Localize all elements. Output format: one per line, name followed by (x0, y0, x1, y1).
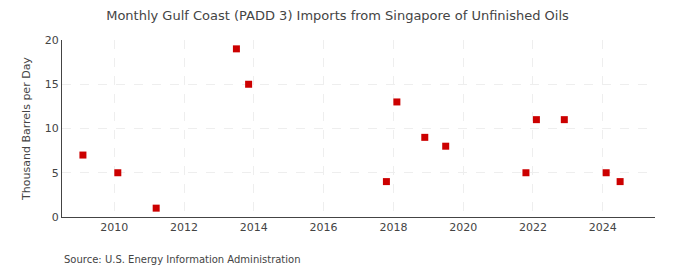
svg-text:2016: 2016 (310, 221, 338, 234)
svg-text:15: 15 (45, 78, 59, 91)
svg-text:Monthly Gulf Coast (PADD 3) Im: Monthly Gulf Coast (PADD 3) Imports from… (106, 8, 569, 23)
svg-text:Source: U.S. Energy Informatio: Source: U.S. Energy Information Administ… (64, 254, 301, 265)
svg-text:2018: 2018 (379, 221, 407, 234)
svg-text:2022: 2022 (519, 221, 547, 234)
svg-text:2014: 2014 (240, 221, 268, 234)
svg-text:2010: 2010 (100, 221, 128, 234)
svg-text:Thousand Barrels per Day: Thousand Barrels per Day (20, 57, 33, 201)
svg-text:2020: 2020 (449, 221, 477, 234)
svg-text:2012: 2012 (170, 221, 198, 234)
svg-text:5: 5 (52, 167, 59, 180)
svg-text:2024: 2024 (589, 221, 617, 234)
svg-text:20: 20 (45, 34, 59, 47)
svg-text:0: 0 (52, 211, 59, 224)
svg-text:10: 10 (45, 122, 59, 135)
